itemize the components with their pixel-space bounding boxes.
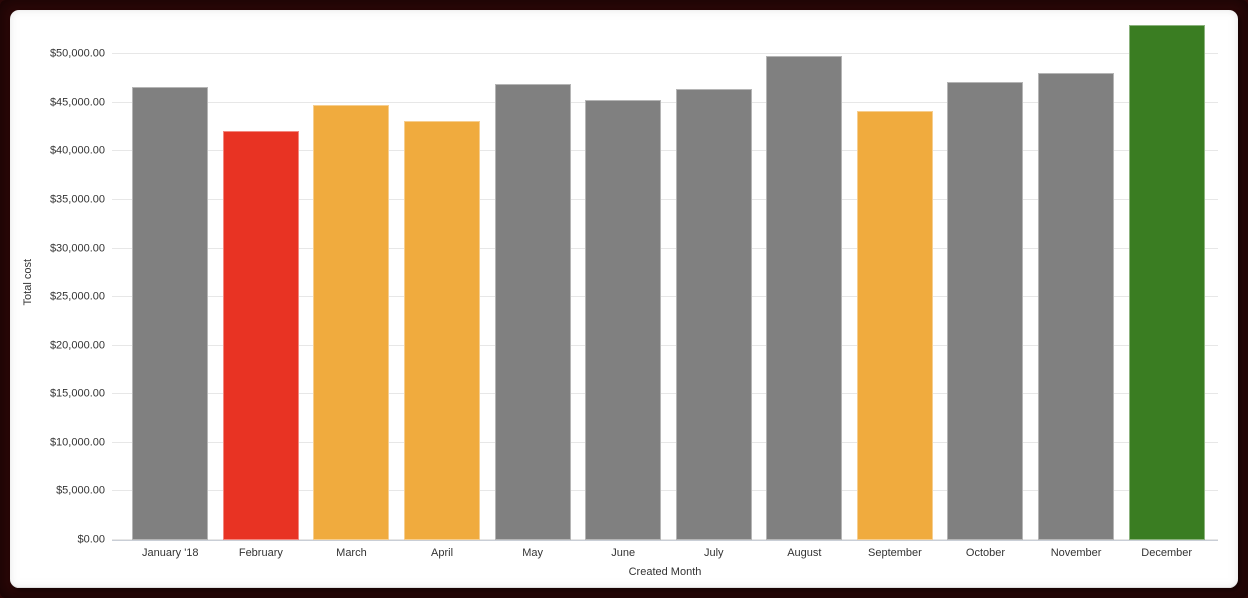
y-axis-tick-label: $20,000.00 bbox=[49, 339, 105, 352]
gridline bbox=[112, 344, 1218, 346]
y-axis-tick-label: $10,000.00 bbox=[49, 436, 105, 449]
gridline bbox=[112, 393, 1218, 395]
bar-october[interactable] bbox=[947, 82, 1024, 540]
bar-slot bbox=[940, 25, 1031, 540]
x-axis-label: February bbox=[238, 547, 283, 559]
bar-slot bbox=[125, 25, 216, 540]
gridline bbox=[112, 296, 1218, 298]
gridline bbox=[112, 101, 1218, 103]
bar-slot bbox=[668, 25, 759, 540]
bar-slot bbox=[487, 25, 578, 540]
gridline bbox=[112, 198, 1218, 200]
bar-may[interactable] bbox=[494, 84, 571, 540]
bar-april[interactable] bbox=[404, 121, 481, 540]
bar-september[interactable] bbox=[856, 111, 933, 540]
bar-november[interactable] bbox=[1038, 72, 1115, 540]
bar-december[interactable] bbox=[1128, 25, 1205, 540]
x-axis-label: September bbox=[868, 547, 922, 559]
gridline bbox=[112, 490, 1218, 492]
x-axis-label: October bbox=[965, 547, 1006, 559]
x-axis-labels: January '18 February March April May June July… bbox=[112, 547, 1218, 559]
bar-slot bbox=[1031, 25, 1122, 540]
x-axis-label: January '18 bbox=[142, 547, 199, 559]
gridline bbox=[112, 441, 1218, 443]
gridline bbox=[112, 150, 1218, 152]
bar-slot bbox=[850, 25, 941, 540]
y-axis-tick-label: $35,000.00 bbox=[49, 193, 105, 206]
bar-slot bbox=[216, 25, 307, 540]
x-axis-label: July bbox=[703, 547, 724, 559]
bar-march[interactable] bbox=[313, 104, 390, 540]
bar-july[interactable] bbox=[675, 89, 752, 540]
x-axis-label: March bbox=[336, 547, 367, 559]
y-axis-tick-label: $30,000.00 bbox=[49, 242, 105, 254]
bar-row bbox=[112, 25, 1218, 540]
x-axis-label: August bbox=[787, 547, 822, 559]
x-axis-title: Created Month bbox=[628, 566, 702, 578]
y-axis-labels: $0.00 $5,000.00 $10,000.00 $15,000.00 $20,00… bbox=[10, 25, 105, 545]
gridline bbox=[112, 539, 1218, 540]
bar-slot bbox=[759, 25, 850, 540]
bar-june[interactable] bbox=[585, 99, 662, 540]
y-axis-tick-label: $5,000.00 bbox=[56, 484, 105, 497]
y-axis-tick-label: $45,000.00 bbox=[49, 96, 105, 109]
bar-february[interactable] bbox=[222, 130, 299, 540]
bar-slot bbox=[306, 25, 397, 540]
chart-panel: Total cost $0.00 $5,000.00 $10,000.00 $15,0… bbox=[10, 10, 1238, 588]
bar-slot bbox=[397, 25, 488, 540]
y-axis-tick-label: $15,000.00 bbox=[49, 387, 105, 400]
x-axis-label: April bbox=[431, 547, 454, 559]
y-axis-tick-label: $50,000.00 bbox=[49, 47, 105, 60]
bar-august[interactable] bbox=[766, 56, 843, 540]
x-axis-label: May bbox=[522, 547, 543, 559]
y-axis-tick-label: $25,000.00 bbox=[49, 290, 105, 303]
y-axis-tick-label: $40,000.00 bbox=[49, 144, 105, 157]
bar-slot bbox=[1121, 25, 1212, 540]
x-axis-label: June bbox=[611, 547, 636, 559]
gridline bbox=[112, 247, 1218, 249]
x-axis-label: November bbox=[1050, 547, 1102, 559]
y-axis-tick-label: $0.00 bbox=[77, 533, 105, 546]
bar-january-18[interactable] bbox=[132, 87, 209, 540]
x-axis-label: December bbox=[1141, 547, 1193, 559]
bar-slot bbox=[578, 25, 669, 540]
gridline bbox=[112, 53, 1218, 55]
plot-area bbox=[112, 25, 1218, 541]
